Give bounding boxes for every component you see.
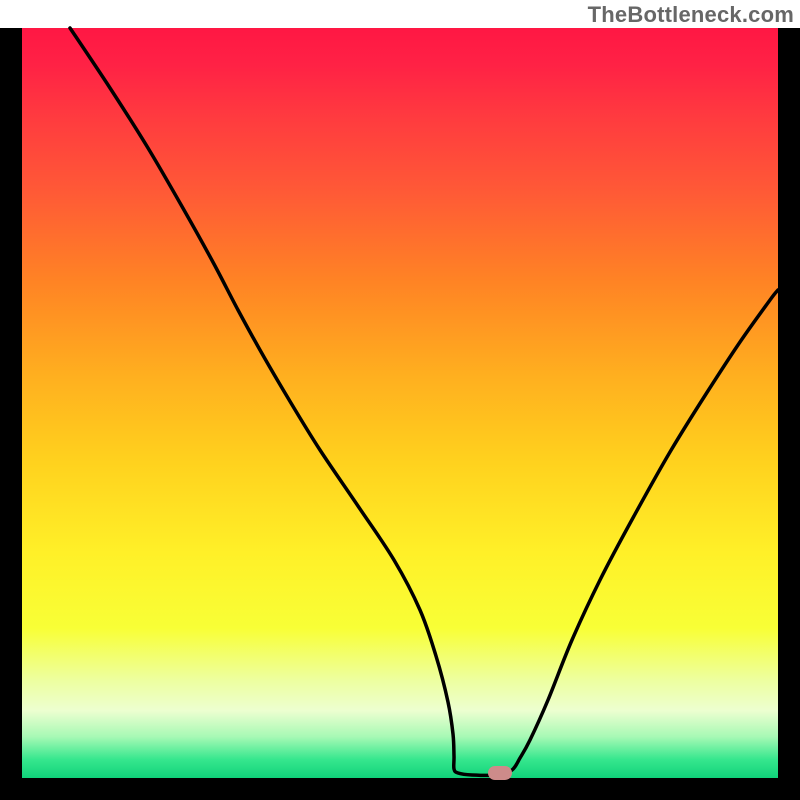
plot-area: [22, 28, 778, 778]
watermark-text: TheBottleneck.com: [588, 2, 794, 28]
frame-right: [778, 28, 800, 800]
chart-container: TheBottleneck.com: [0, 0, 800, 800]
optimal-marker: [488, 766, 512, 780]
frame-left: [0, 28, 22, 800]
frame-bottom: [0, 778, 800, 800]
bottleneck-chart: [0, 0, 800, 800]
